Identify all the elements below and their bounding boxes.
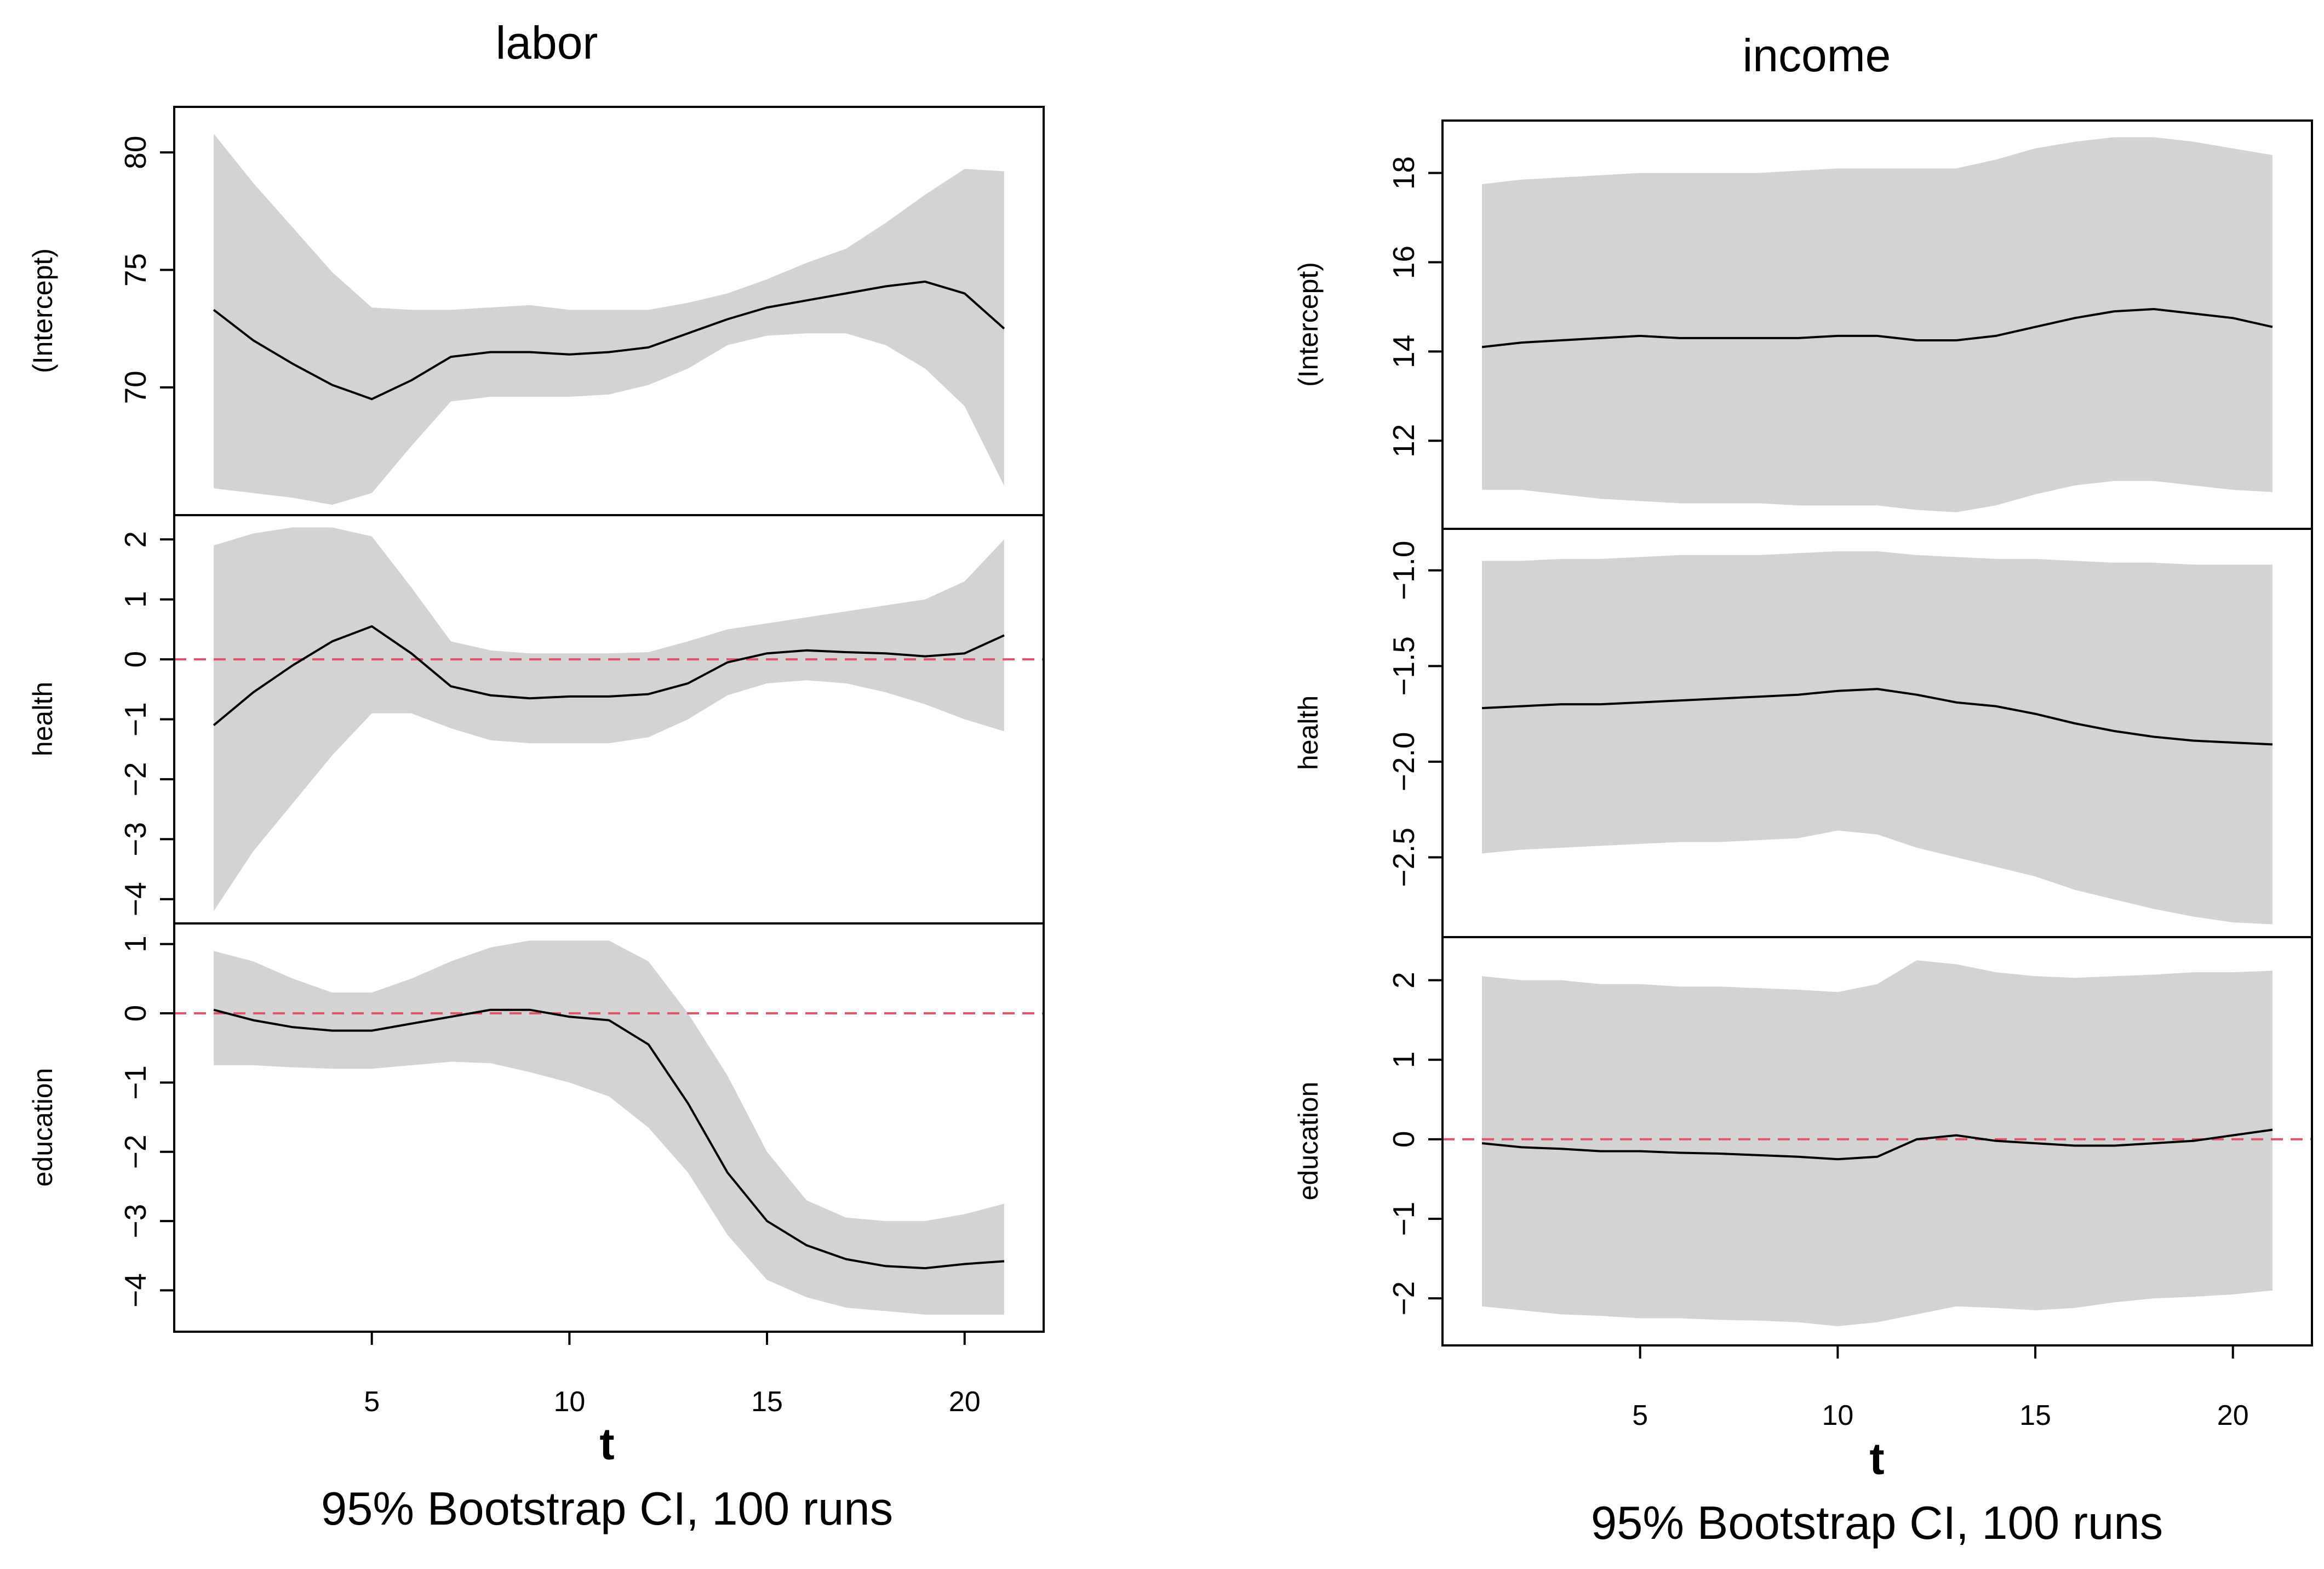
income-intercept-y-tick-label: 12	[1387, 424, 1421, 458]
income-health-y-tick-label: −2.0	[1387, 732, 1421, 792]
income-health-panel: −2.5 −2.0 −1.5 −1.0 health	[1293, 528, 2313, 938]
labor-health-ylabel: health	[27, 682, 58, 756]
income-education-y-tick-label: 0	[1387, 1131, 1421, 1148]
labor-health-y-tick-label: 0	[118, 651, 152, 668]
income-x-tick-label: 20	[2217, 1400, 2249, 1431]
labor-intercept-y-tick-label: 80	[118, 136, 152, 169]
income-education-y-tick-label: 1	[1387, 1051, 1421, 1068]
income-x-axis: 5 10 15 20	[1632, 1345, 2249, 1431]
labor-chart: labor 70 75 80 (Intercept) −4 −3 −2 −1 0 1 2 hea…	[27, 17, 1045, 1535]
labor-health-estimate-line	[213, 625, 1005, 726]
labor-x-tick-label: 5	[364, 1386, 380, 1418]
labor-intercept-ylabel: (Intercept)	[27, 248, 58, 373]
income-intercept-estimate-line	[1481, 308, 2273, 349]
labor-health-y-tick-label: −3	[118, 822, 152, 857]
income-education-ylabel: education	[1293, 1082, 1324, 1201]
labor-x-axis-label: t	[599, 1419, 614, 1469]
labor-health-y-tick-label: −1	[118, 702, 152, 737]
income-intercept-panel: 12 14 16 18 (Intercept)	[1293, 119, 2313, 530]
income-health-ci-band	[1482, 551, 2273, 925]
labor-education-estimate-line	[213, 1008, 1005, 1270]
income-x-tick-label: 10	[1822, 1400, 1853, 1431]
labor-health-y-tick-label: 2	[118, 531, 152, 548]
labor-health-panel: −4 −3 −2 −1 0 1 2 health	[27, 514, 1045, 925]
labor-intercept-y-tick-label: 75	[118, 253, 152, 287]
labor-health-y-tick-label: −2	[118, 762, 152, 797]
labor-health-y-tick-label: 1	[118, 591, 152, 608]
labor-education-y-tick-label: 1	[118, 935, 152, 952]
labor-education-y-tick-label: 0	[118, 1005, 152, 1022]
labor-x-tick-label: 10	[553, 1386, 585, 1418]
income-x-tick-label: 15	[2019, 1400, 2051, 1431]
labor-x-tick-label: 20	[949, 1386, 981, 1418]
labor-intercept-y-tick-label: 70	[118, 370, 152, 404]
income-education-y-tick-label: −2	[1387, 1281, 1421, 1316]
income-chart-subtitle: 95% Bootstrap CI, 100 runs	[1591, 1497, 2163, 1549]
labor-education-y-tick-label: −2	[118, 1134, 152, 1169]
income-health-ylabel: health	[1293, 695, 1324, 770]
labor-health-y-tick-label: −4	[118, 882, 152, 916]
labor-x-tick-label: 15	[751, 1386, 783, 1418]
labor-education-ylabel: education	[27, 1068, 58, 1187]
income-health-estimate-line	[1482, 688, 2273, 746]
income-chart-title: income	[1743, 30, 1891, 81]
income-education-frame	[1441, 936, 2313, 1347]
income-intercept-ci-band	[1482, 137, 2273, 512]
labor-education-y-tick-label: −1	[118, 1065, 152, 1100]
income-intercept-y-tick-label: 14	[1387, 335, 1421, 368]
income-health-y-tick-label: −2.5	[1387, 828, 1421, 887]
income-intercept-y-tick-label: 16	[1387, 246, 1421, 279]
income-intercept-y-tick-label: 18	[1387, 156, 1421, 190]
labor-education-y-tick-label: −4	[118, 1273, 152, 1308]
income-intercept-ylabel: (Intercept)	[1293, 262, 1324, 387]
labor-education-panel: −4 −3 −2 −1 0 1 education	[27, 922, 1045, 1333]
labor-health-ci-band	[214, 527, 1004, 911]
labor-education-y-tick-label: −3	[118, 1204, 152, 1239]
labor-education-frame	[173, 922, 1045, 1333]
income-education-y-tick-label: 2	[1387, 972, 1421, 989]
labor-education-ci-band	[214, 940, 1004, 1315]
income-x-tick-label: 5	[1632, 1400, 1648, 1431]
income-x-axis-label: t	[1869, 1434, 1884, 1484]
income-education-panel: −2 −1 0 1 2 education	[1293, 936, 2313, 1347]
income-education-ci-band	[1482, 960, 2273, 1326]
income-education-y-tick-label: −1	[1387, 1202, 1421, 1236]
income-health-y-tick-label: −1.5	[1387, 636, 1421, 696]
labor-chart-title: labor	[496, 17, 598, 69]
labor-x-axis: 5 10 15 20	[364, 1332, 981, 1418]
labor-intercept-panel: 70 75 80 (Intercept)	[27, 106, 1045, 516]
labor-intercept-ci-band	[214, 133, 1004, 505]
labor-chart-subtitle: 95% Bootstrap CI, 100 runs	[321, 1483, 893, 1535]
income-education-estimate-line	[1481, 1128, 2273, 1161]
labor-intercept-estimate-line	[213, 280, 1005, 401]
income-health-y-tick-label: −1.0	[1387, 541, 1421, 601]
